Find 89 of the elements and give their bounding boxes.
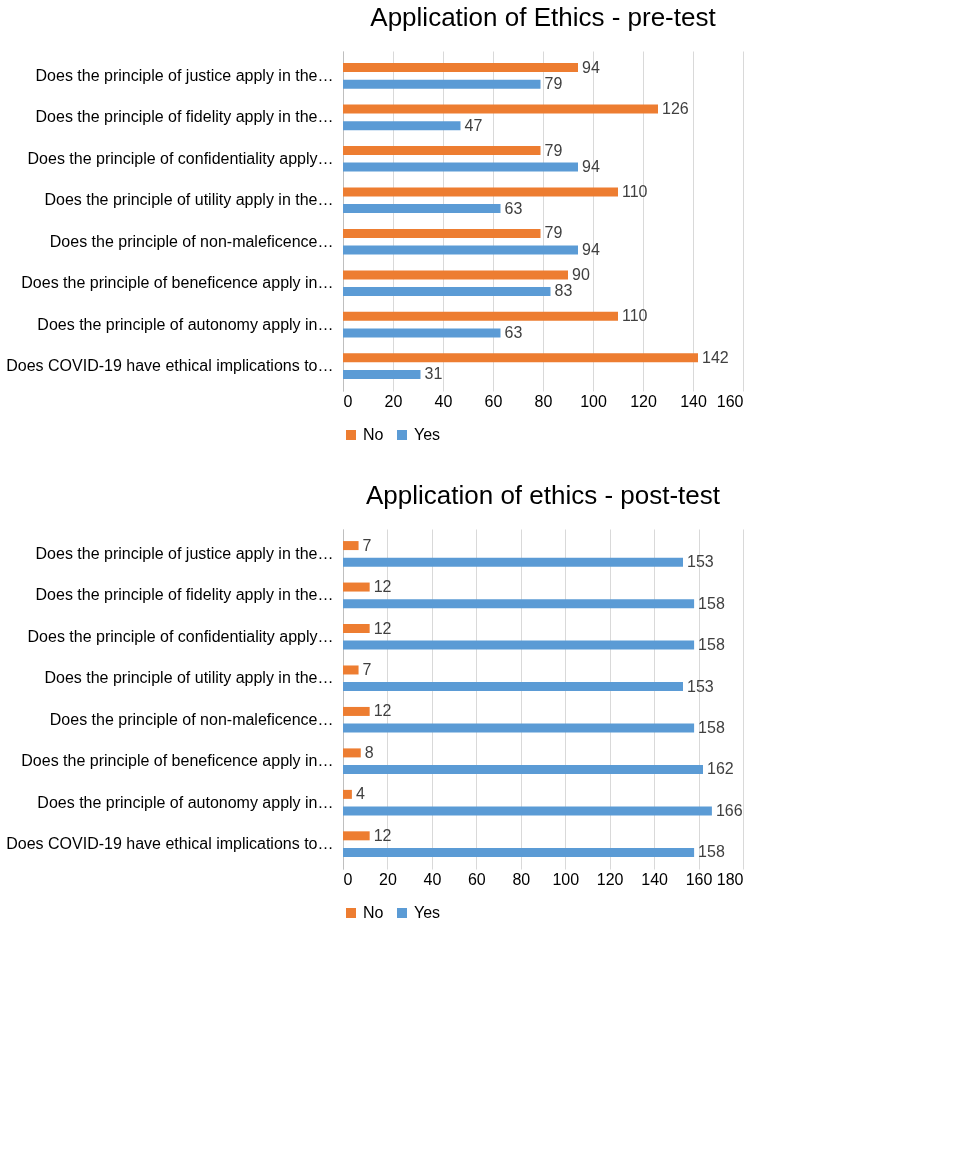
x-tick-label: 140 <box>680 392 707 410</box>
data-label: 158 <box>698 594 725 612</box>
data-label: 7 <box>362 660 372 678</box>
data-label: 153 <box>687 677 714 695</box>
y-tick-label: Does the principle of justice apply in the… <box>35 544 334 562</box>
y-tick-label: Does the principle of beneficence apply in… <box>21 752 334 770</box>
data-label: 94 <box>582 58 600 76</box>
bar <box>343 748 361 758</box>
x-tick-label: 140 <box>641 870 669 888</box>
legend-label: Yes <box>414 904 441 921</box>
bar <box>343 665 359 675</box>
x-tick-label: 0 <box>343 392 353 410</box>
bar <box>343 599 695 609</box>
data-label: 142 <box>702 348 729 366</box>
y-tick-label: Does COVID-19 have ethical implications to… <box>6 357 334 375</box>
x-tick-label: 60 <box>484 392 503 410</box>
data-label: 110 <box>622 307 648 325</box>
bar <box>343 541 359 551</box>
data-label: 83 <box>554 282 573 300</box>
data-label: 158 <box>698 843 725 861</box>
data-label: 79 <box>544 224 563 242</box>
data-label: 162 <box>707 760 734 778</box>
bar <box>343 806 712 816</box>
data-label: 158 <box>698 636 725 654</box>
x-tick-label: 160 <box>716 392 744 410</box>
data-label: 12 <box>373 619 392 637</box>
bar <box>343 557 683 567</box>
data-label: 126 <box>662 100 689 118</box>
legend-label: No <box>363 426 384 443</box>
y-tick-label: Does the principle of justice apply in the… <box>35 66 334 84</box>
data-label: 31 <box>424 365 443 383</box>
x-tick-label: 0 <box>343 870 353 888</box>
bar <box>343 723 695 733</box>
bar <box>343 706 370 716</box>
y-tick-label: Does the principle of autonomy apply in… <box>37 315 334 333</box>
data-label: 4 <box>355 785 365 803</box>
data-label: 63 <box>504 199 523 217</box>
y-tick-label: Does the principle of fidelity apply in the… <box>35 108 334 126</box>
x-tick-label: 40 <box>434 392 453 410</box>
data-label: 8 <box>364 743 374 761</box>
legend-label: Yes <box>414 426 441 443</box>
y-tick-label: Does the principle of utility apply in the… <box>44 669 334 687</box>
bar <box>343 640 695 650</box>
bar <box>343 624 370 634</box>
data-label: 12 <box>373 826 392 844</box>
x-tick-label: 60 <box>467 870 486 888</box>
x-tick-label: 80 <box>512 870 531 888</box>
y-tick-label: Does the principle of non-maleficence… <box>49 232 334 250</box>
data-label: 158 <box>698 719 725 737</box>
bar <box>343 831 370 841</box>
chart-title: Application of Ethics - pre-test <box>370 2 717 32</box>
legend-label: No <box>363 904 384 921</box>
data-label: 166 <box>715 801 743 819</box>
data-label: 79 <box>544 141 563 159</box>
y-tick-label: Does the principle of utility apply in the… <box>44 191 334 209</box>
data-label: 90 <box>572 265 590 283</box>
x-tick-label: 100 <box>552 870 580 888</box>
data-label: 110 <box>622 182 648 200</box>
x-tick-label: 180 <box>716 870 744 888</box>
y-tick-label: Does the principle of non-maleficence… <box>49 710 334 728</box>
x-tick-label: 40 <box>423 870 442 888</box>
y-tick-label: Does the principle of fidelity apply in the… <box>35 586 334 604</box>
data-label: 153 <box>687 553 714 571</box>
y-tick-label: Does the principle of confidentiality apply… <box>27 627 334 645</box>
y-tick-label: Does COVID-19 have ethical implications to… <box>6 835 334 853</box>
x-tick-label: 20 <box>384 392 403 410</box>
bar <box>343 789 352 799</box>
data-label: 94 <box>582 241 600 259</box>
data-label: 63 <box>504 323 523 341</box>
x-tick-label: 80 <box>534 392 553 410</box>
y-tick-label: Does the principle of beneficence apply in… <box>21 274 334 292</box>
x-tick-label: 100 <box>580 392 607 410</box>
data-label: 47 <box>464 116 483 134</box>
x-tick-label: 120 <box>596 870 624 888</box>
x-tick-label: 120 <box>630 392 657 410</box>
x-tick-label: 20 <box>379 870 397 888</box>
bar <box>343 847 695 857</box>
chart-title: Application of ethics - post-test <box>365 480 721 510</box>
bar <box>343 582 370 592</box>
data-label: 12 <box>373 702 392 720</box>
bar <box>343 764 703 774</box>
bar <box>343 682 683 692</box>
data-label: 94 <box>582 158 600 176</box>
data-label: 7 <box>362 536 372 554</box>
y-tick-label: Does the principle of confidentiality apply… <box>27 149 334 167</box>
data-label: 12 <box>373 578 392 596</box>
data-label: 79 <box>544 75 563 93</box>
y-tick-label: Does the principle of autonomy apply in… <box>37 793 334 811</box>
x-tick-label: 160 <box>685 870 713 888</box>
